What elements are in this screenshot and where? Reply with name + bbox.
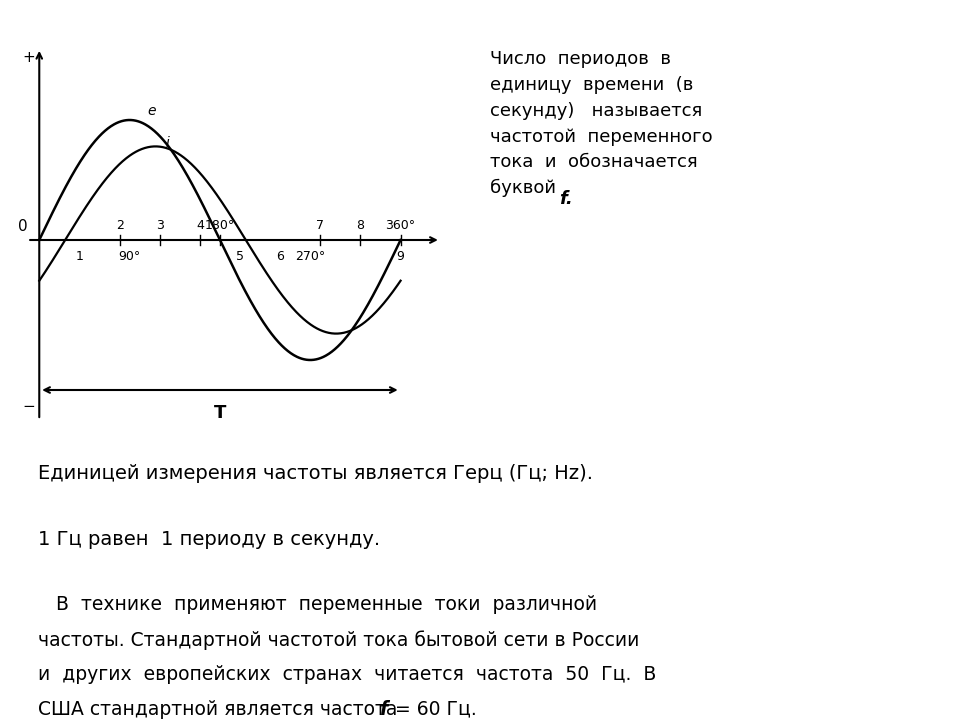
Text: T: T — [214, 405, 227, 423]
Text: и  других  европейских  странах  читается  частота  50  Гц.  В: и других европейских странах читается ча… — [38, 665, 657, 684]
Text: 270°: 270° — [295, 250, 325, 263]
Text: −: − — [22, 399, 36, 414]
Text: 6: 6 — [276, 250, 284, 263]
Text: Единицей измерения частоты является Герц (Гц; Hz).: Единицей измерения частоты является Герц… — [38, 464, 593, 483]
Text: 3: 3 — [156, 219, 163, 232]
Text: 1 Гц равен  1 периоду в секунду.: 1 Гц равен 1 периоду в секунду. — [38, 530, 380, 549]
Text: 8: 8 — [356, 219, 365, 232]
Text: частоты. Стандартной частотой тока бытовой сети в России: частоты. Стандартной частотой тока бытов… — [38, 630, 639, 649]
Text: e: e — [148, 104, 156, 117]
Text: 5: 5 — [236, 250, 244, 263]
Text: 4: 4 — [196, 219, 204, 232]
Text: Число  периодов  в
единицу  времени  (в
секунду)   называется
частотой  переменн: Число периодов в единицу времени (в секу… — [490, 50, 712, 197]
Text: 360°: 360° — [386, 219, 416, 232]
Text: i: i — [166, 136, 170, 150]
Text: 90°: 90° — [118, 250, 141, 263]
Text: 2: 2 — [115, 219, 124, 232]
Text: +: + — [22, 50, 36, 66]
Text: 180°: 180° — [204, 219, 235, 232]
Text: f: f — [378, 700, 387, 719]
Text: 0: 0 — [17, 219, 27, 234]
Text: 7: 7 — [316, 219, 324, 232]
Text: f.: f. — [559, 190, 573, 208]
Text: 9: 9 — [396, 250, 404, 263]
Text: = 60 Гц.: = 60 Гц. — [389, 700, 477, 719]
Text: 1: 1 — [76, 250, 84, 263]
Text: США стандартной является частота: США стандартной является частота — [38, 700, 404, 719]
Text: В  технике  применяют  переменные  токи  различной: В технике применяют переменные токи разл… — [38, 595, 597, 614]
